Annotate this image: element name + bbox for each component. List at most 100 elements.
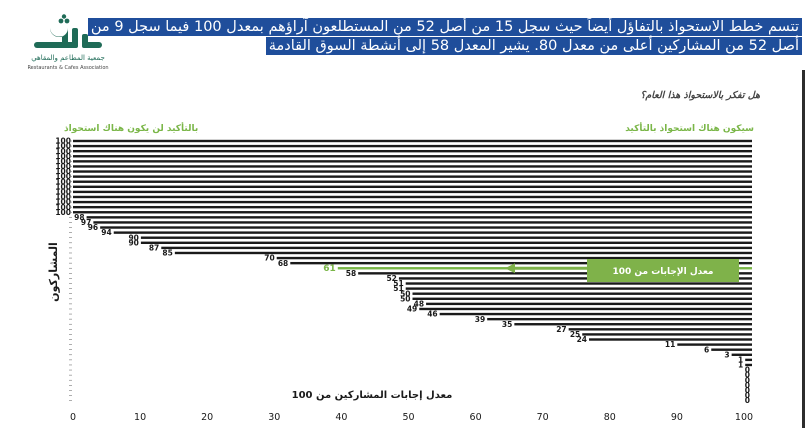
- bar-value-label: 100: [55, 142, 71, 151]
- bar-value-label: 35: [502, 320, 512, 329]
- bar: [711, 348, 752, 351]
- bar-value-label: 0: [745, 396, 750, 405]
- bar-value-label: 100: [55, 147, 71, 156]
- bar: [487, 317, 752, 321]
- bar-value-label: 100: [55, 193, 71, 202]
- bar: [73, 160, 752, 163]
- x-tick-label: 40: [335, 412, 347, 423]
- bar: [73, 139, 752, 143]
- bar-value-label: 100: [55, 198, 71, 207]
- bar: [589, 338, 752, 341]
- bar-value-label: 1: [738, 355, 743, 364]
- bar: [677, 343, 752, 346]
- bar: [140, 236, 752, 239]
- bar: [73, 180, 752, 183]
- bar-value-label: 87: [149, 243, 159, 252]
- bar: [73, 175, 752, 178]
- bar-value-label: 0: [745, 376, 750, 385]
- bar-value-label: 0: [745, 381, 750, 390]
- bar-value-label: 11: [665, 340, 675, 349]
- value-labels: 1001001001001001001001001001001001001001…: [55, 137, 750, 406]
- x-tick-label: 100: [735, 412, 753, 423]
- bar: [161, 246, 752, 250]
- logo-mark-icon: [34, 14, 102, 48]
- x-tick-label: 80: [604, 412, 616, 423]
- bar-value-label: 100: [55, 137, 71, 146]
- average-arrow-head-icon: [505, 263, 515, 274]
- bar: [290, 261, 752, 265]
- bar-value-label: 1: [738, 361, 743, 370]
- headline: تتسم خطط الاستحواذ بالتفاؤل أيضاً حيث سج…: [84, 18, 802, 56]
- bar-value-label: 68: [278, 259, 288, 268]
- x-tick-label: 10: [134, 412, 146, 423]
- bar-value-label: 25: [570, 330, 580, 339]
- bar-value-label: 24: [577, 335, 587, 344]
- bar: [113, 231, 753, 234]
- bar: [73, 205, 752, 209]
- bar-value-label: 100: [55, 182, 71, 191]
- bar: [412, 297, 752, 300]
- bar-value-label: 51: [393, 284, 403, 293]
- bar: [745, 363, 752, 367]
- bar: [419, 307, 752, 311]
- bar: [100, 226, 752, 229]
- bar: [86, 216, 752, 219]
- label-left: بالتأكيد لن يكون هناك استحواذ: [64, 122, 198, 134]
- bar-value-label: 48: [414, 299, 424, 308]
- bar: [174, 251, 753, 255]
- bar-value-label: 94: [101, 228, 111, 237]
- average-callout-label: معدل الإجابات من 100: [613, 267, 714, 277]
- bar-value-label: 39: [475, 315, 485, 324]
- bar-value-label: 50: [400, 289, 410, 298]
- bar-value-label: 58: [346, 269, 356, 278]
- bar-value-label: 98: [74, 213, 84, 222]
- x-tick-label: 70: [537, 412, 549, 423]
- x-tick-label: 60: [470, 412, 482, 423]
- bar-value-label: 100: [55, 177, 71, 186]
- logo: جمعية المطاعم والمقاهي Restaurants & Caf…: [27, 14, 109, 71]
- x-tick-label: 50: [402, 412, 414, 423]
- bar-value-label: 100: [55, 172, 71, 181]
- bar-value-label: 46: [427, 310, 437, 319]
- bar-value-label: 3: [724, 350, 729, 359]
- bar-value-label: 0: [745, 371, 750, 380]
- bar-value-label: 90: [128, 238, 138, 247]
- bar: [73, 185, 752, 189]
- bar-value-label: 6: [704, 345, 709, 354]
- bar-value-label: 27: [556, 325, 566, 334]
- bar-value-label: 100: [55, 188, 71, 197]
- bar-value-label: 96: [88, 223, 98, 232]
- bar: [358, 272, 752, 275]
- bar: [73, 200, 752, 204]
- bar: [439, 312, 752, 316]
- bar: [276, 256, 752, 260]
- bar: [745, 358, 752, 362]
- bar: [73, 165, 752, 168]
- bar: [731, 353, 752, 356]
- bar-value-label: 0: [745, 366, 750, 375]
- bar-value-label: 100: [55, 167, 71, 176]
- bar-value-label: 90: [128, 233, 138, 242]
- bar-value-label: 100: [55, 208, 71, 217]
- bar-value-label: 70: [264, 254, 274, 263]
- x-ticks: 0 10 20 30 40 50 60 70 80 90 100: [70, 412, 753, 423]
- bar-value-label: 100: [55, 162, 71, 171]
- bar-value-label: 85: [162, 249, 172, 258]
- bar: [73, 144, 752, 148]
- bar: [73, 149, 752, 153]
- bars: [73, 139, 753, 367]
- bar-value-label: 0: [745, 386, 750, 395]
- bar: [73, 195, 752, 199]
- bar: [398, 277, 752, 280]
- bar-value-label: 100: [55, 152, 71, 161]
- bar-value-label: 100: [55, 203, 71, 212]
- bar-value-label: 49: [407, 305, 417, 314]
- logo-subtitle-ar: جمعية المطاعم والمقاهي: [31, 54, 105, 62]
- x-tick-label: 90: [671, 412, 683, 423]
- bar: [426, 302, 752, 306]
- bar-value-label: 97: [81, 218, 91, 227]
- bar-value-label: 52: [386, 274, 396, 283]
- x-axis-label: معدل إجابات المشاركين من 100: [292, 390, 453, 401]
- bar: [93, 221, 753, 224]
